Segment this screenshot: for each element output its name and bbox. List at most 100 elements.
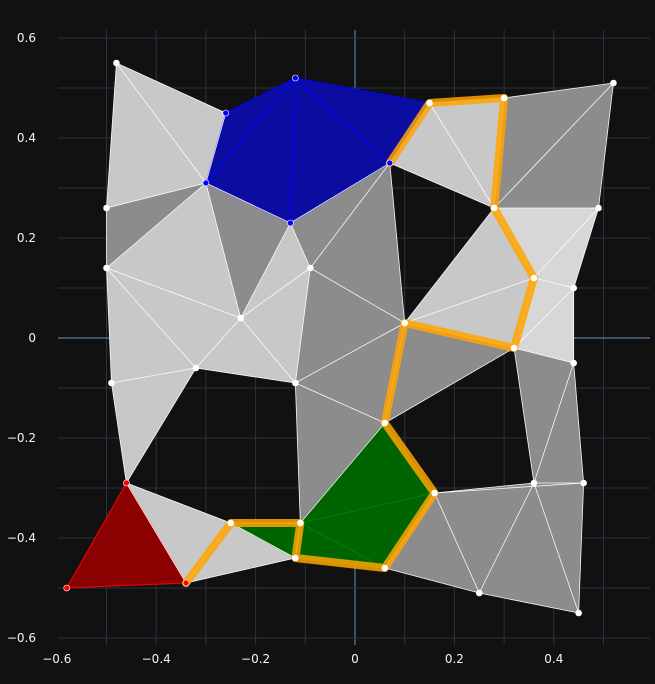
mesh-edge xyxy=(389,162,406,324)
mesh-edge xyxy=(106,62,117,209)
mesh-point xyxy=(381,419,389,427)
mesh-point xyxy=(500,94,508,102)
y-tick-label: 0.2 xyxy=(17,231,36,245)
mesh-point xyxy=(490,204,498,212)
y-tick-label: 0 xyxy=(28,331,36,345)
red-point xyxy=(182,579,190,587)
mesh-face-dark xyxy=(295,383,385,523)
mesh-edge xyxy=(106,267,197,369)
x-tick-label: 0.2 xyxy=(445,652,464,666)
mesh-edge xyxy=(290,222,311,269)
mesh-edge xyxy=(434,482,534,494)
mesh-point xyxy=(292,554,299,562)
mesh-edge xyxy=(195,367,296,384)
mesh-face-dark xyxy=(295,323,405,423)
y-tick-label: 0.6 xyxy=(17,31,36,45)
mesh-face-mid xyxy=(533,208,599,288)
mesh-point xyxy=(575,609,582,617)
y-tick-label: −0.2 xyxy=(7,431,36,445)
x-tick-label: 0 xyxy=(351,652,359,666)
mesh-point xyxy=(292,379,299,387)
x-axis-ticks: −0.6 −0.4 −0.2 0 0.2 0.4 xyxy=(42,652,563,666)
mesh-edge xyxy=(240,267,311,319)
orange-path xyxy=(182,94,538,587)
mesh-edge xyxy=(240,222,291,319)
mesh-face-mid xyxy=(514,278,574,348)
red-point xyxy=(123,479,130,487)
mesh-face-dark xyxy=(533,483,584,613)
mesh-edge xyxy=(533,482,580,614)
mesh-edge xyxy=(384,567,480,594)
mesh-edge xyxy=(205,112,227,184)
blue-point xyxy=(202,179,210,187)
mesh-edge xyxy=(493,82,614,209)
mesh-edge xyxy=(573,362,585,484)
mesh-edge xyxy=(573,207,599,289)
x-tick-label: −0.4 xyxy=(142,652,171,666)
mesh-edge xyxy=(478,482,535,594)
mesh-point xyxy=(103,204,110,212)
mesh-face-light xyxy=(196,318,296,383)
mesh-edge xyxy=(290,162,390,224)
mesh-edge xyxy=(598,82,614,209)
mesh-edge xyxy=(195,317,241,369)
mesh-edge xyxy=(309,162,391,269)
x-tick-label: −0.6 xyxy=(42,652,71,666)
mesh-face-light xyxy=(106,63,206,208)
mesh-face-dark xyxy=(479,483,579,613)
mesh-point xyxy=(192,364,200,372)
mesh-face-dark xyxy=(384,493,480,593)
mesh-face-light xyxy=(116,63,226,183)
mesh-point xyxy=(227,519,235,527)
mesh-edge xyxy=(295,382,385,424)
mesh-edge xyxy=(126,482,187,584)
mesh-edge xyxy=(404,207,495,324)
mesh-edge xyxy=(106,182,206,209)
mesh-edge xyxy=(384,347,515,424)
mesh-point xyxy=(530,274,538,282)
mesh-edge xyxy=(106,267,241,319)
mesh-points xyxy=(63,59,617,617)
mesh-edge xyxy=(111,382,127,484)
y-axis-ticks: −0.6 −0.4 −0.2 0 0.2 0.4 0.6 xyxy=(7,31,36,645)
mesh-edge xyxy=(404,277,535,324)
mesh-edge xyxy=(116,62,207,184)
mesh-edge xyxy=(513,287,574,349)
mesh-edge xyxy=(533,277,574,289)
mesh-face-mid xyxy=(514,288,574,363)
mesh-edge xyxy=(434,492,480,594)
mesh-face-dark xyxy=(310,163,405,323)
mesh-edge xyxy=(294,382,301,524)
mesh-point xyxy=(103,264,110,272)
mesh-face-light xyxy=(404,208,534,323)
mesh-face-dark xyxy=(514,348,574,483)
mesh-point xyxy=(297,519,304,527)
mesh-point xyxy=(570,359,577,367)
mesh-edge xyxy=(230,522,296,559)
mesh-face-light xyxy=(186,523,296,583)
mesh-face-dark xyxy=(384,323,514,423)
mesh-face-light xyxy=(240,268,311,383)
mesh-edge xyxy=(504,82,614,99)
mesh-point xyxy=(306,264,314,272)
mesh-face-dark xyxy=(434,483,534,593)
y-tick-label: 0.4 xyxy=(17,131,36,145)
mesh-edge xyxy=(106,267,112,384)
mesh-edge xyxy=(513,347,535,484)
mesh-edge xyxy=(533,362,575,484)
mesh-face-light xyxy=(240,223,311,318)
mesh-edge xyxy=(295,322,405,384)
mesh-face-mid xyxy=(494,208,599,278)
mesh-face-light xyxy=(106,268,241,368)
mesh-face-dark xyxy=(295,268,405,383)
mesh-edge xyxy=(240,317,296,384)
red-point xyxy=(63,584,71,592)
blue-point xyxy=(222,109,230,117)
mesh-point xyxy=(570,284,577,292)
mesh-point xyxy=(108,379,115,387)
blue-point xyxy=(292,74,299,82)
mesh-edge xyxy=(205,182,242,319)
mesh-point xyxy=(237,314,244,322)
mesh-point xyxy=(610,79,617,87)
